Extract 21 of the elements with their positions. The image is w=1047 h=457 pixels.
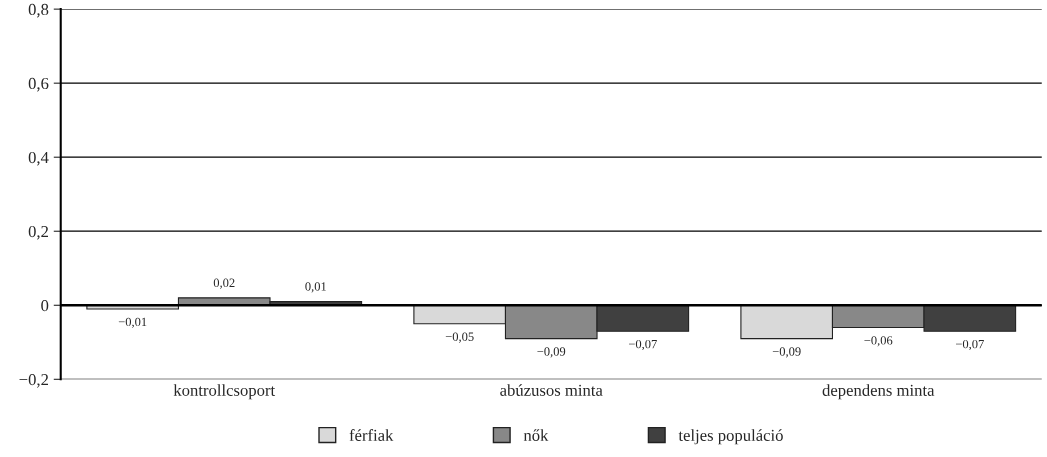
y-tick-label: 0,2 [28, 225, 48, 240]
x-tick-label: dependens minta [822, 384, 935, 400]
legend-label: nők [523, 429, 549, 441]
y-tick-label: 0 [41, 299, 49, 312]
data-label: −0,07 [628, 339, 657, 351]
y-tick-label: 0,4 [28, 151, 49, 166]
data-label: −0,09 [537, 347, 566, 358]
x-tick-label: abúzusos minta [500, 384, 603, 396]
data-label: 0,02 [213, 278, 235, 289]
x-tick-label: kontrollcsoport [173, 384, 276, 400]
data-label: −0,01 [118, 317, 147, 328]
data-label: −0,05 [445, 332, 474, 343]
legend-label: teljes populáció [678, 429, 783, 445]
data-label: −0,06 [864, 336, 893, 347]
data-label: −0,09 [772, 347, 801, 358]
data-label: 0,01 [305, 282, 326, 293]
y-tick-label: −0,2 [19, 374, 48, 388]
y-tick-label: 0,6 [28, 77, 49, 92]
y-tick-label: 0,8 [28, 3, 49, 18]
legend-label: férfiak [349, 429, 394, 441]
data-label: −0,07 [955, 339, 984, 351]
